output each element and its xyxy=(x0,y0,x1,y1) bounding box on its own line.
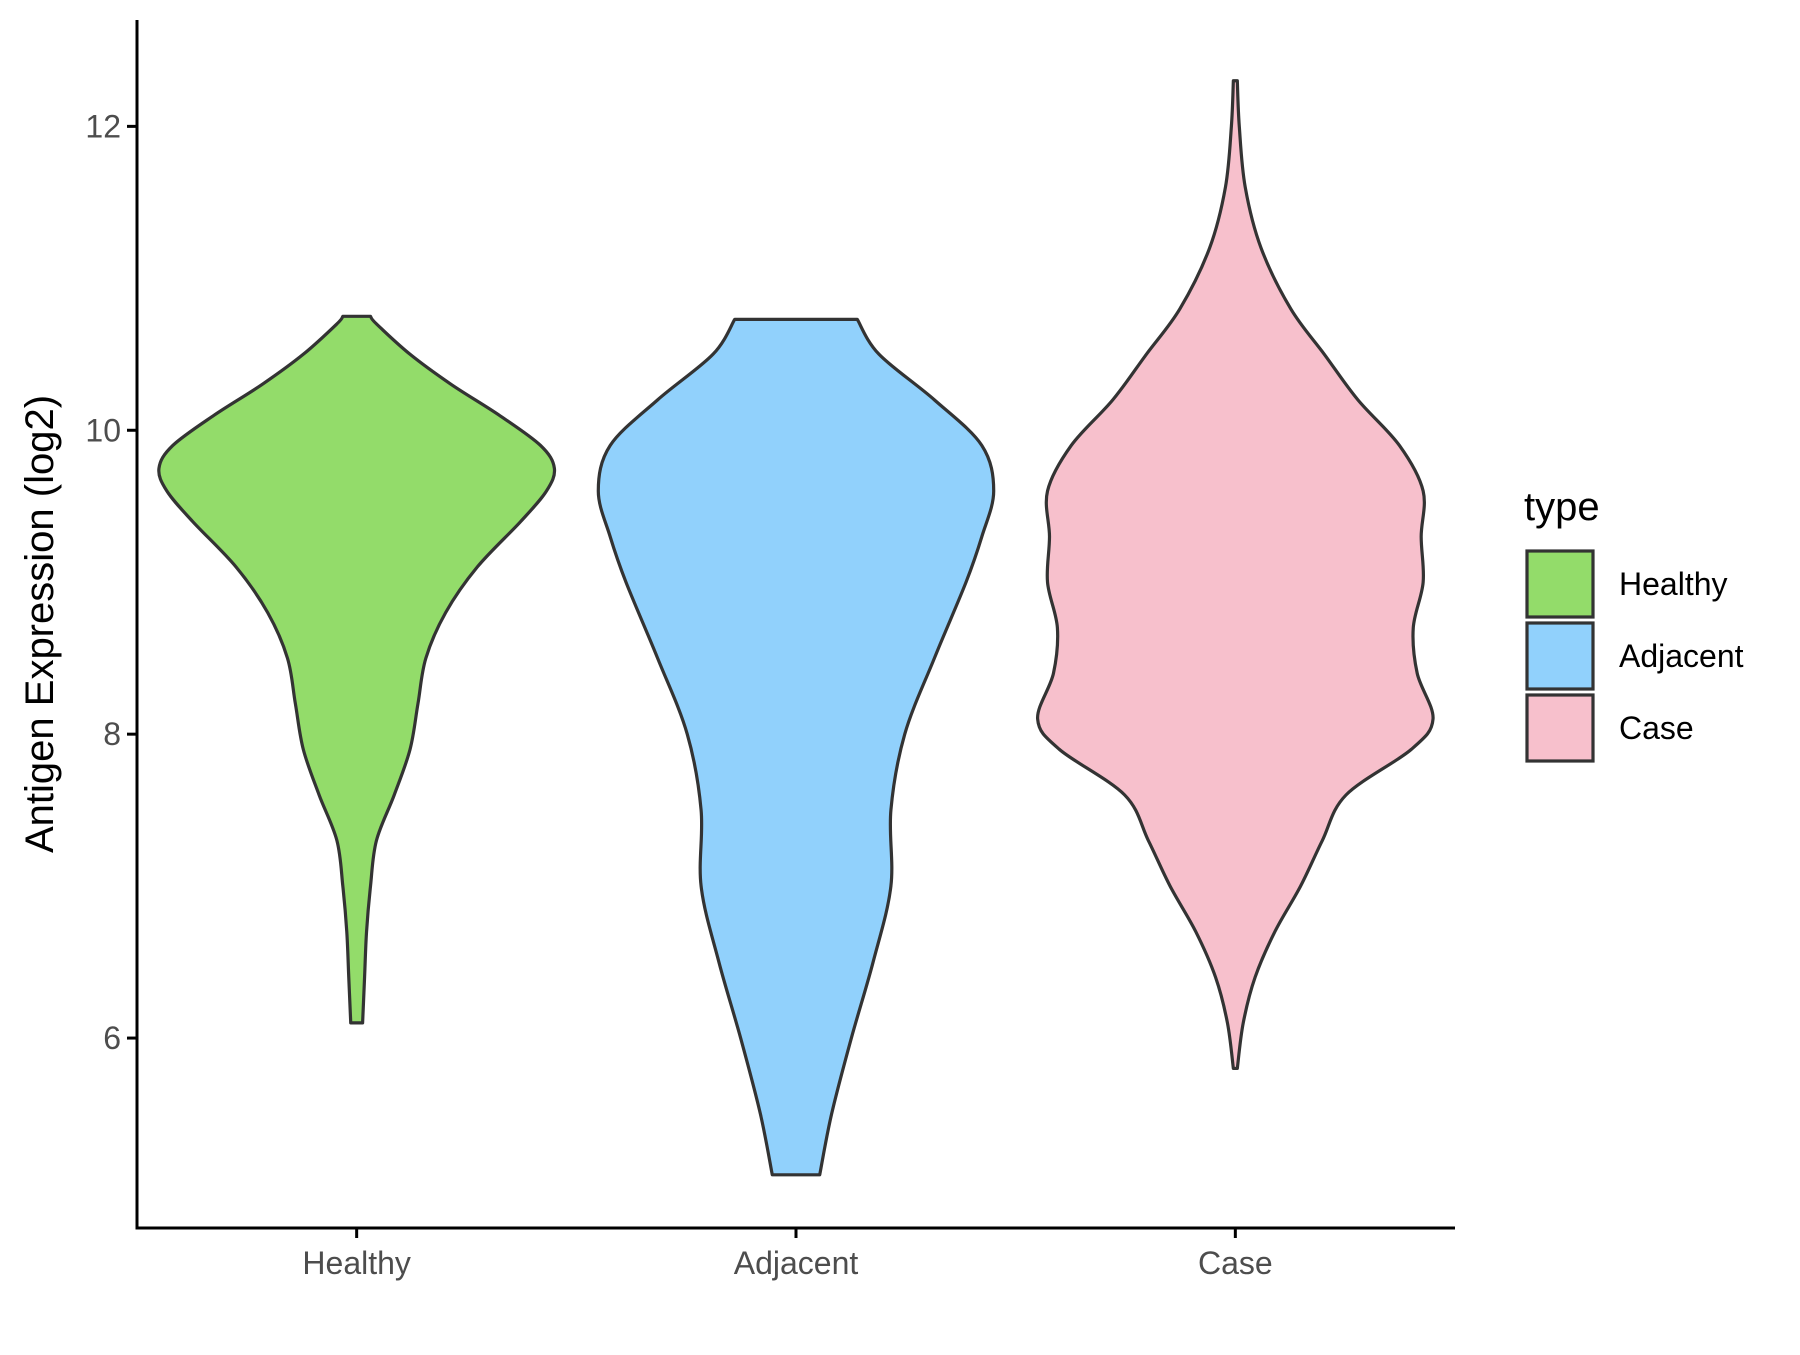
legend-key-case xyxy=(1525,693,1595,763)
y-tick-label: 10 xyxy=(85,412,121,448)
legend-label-case: Case xyxy=(1619,710,1694,746)
violin-adjacent xyxy=(596,317,996,1177)
legend-title: type xyxy=(1524,485,1600,529)
violin-layer xyxy=(157,79,1435,1177)
violin-healthy xyxy=(157,314,557,1025)
legend: type Healthy Adjacent Case xyxy=(1524,485,1744,763)
legend-key-healthy xyxy=(1525,549,1595,619)
x-tick-label-healthy: Healthy xyxy=(302,1245,411,1281)
y-axis-ticks: 6 8 10 12 xyxy=(85,108,137,1056)
y-tick-label: 8 xyxy=(103,716,121,752)
legend-label-healthy: Healthy xyxy=(1619,566,1728,602)
x-tick-label-adjacent: Adjacent xyxy=(734,1245,859,1281)
legend-label-adjacent: Adjacent xyxy=(1619,638,1744,674)
y-tick-label: 6 xyxy=(103,1020,121,1056)
legend-key-adjacent xyxy=(1525,621,1595,691)
x-tick-label-case: Case xyxy=(1198,1245,1273,1281)
x-axis-ticks: Healthy Adjacent Case xyxy=(302,1228,1273,1281)
violin-case xyxy=(1036,79,1435,1071)
y-axis-title: Antigen Expression (log2) xyxy=(18,395,62,853)
y-tick-label: 12 xyxy=(85,108,121,144)
